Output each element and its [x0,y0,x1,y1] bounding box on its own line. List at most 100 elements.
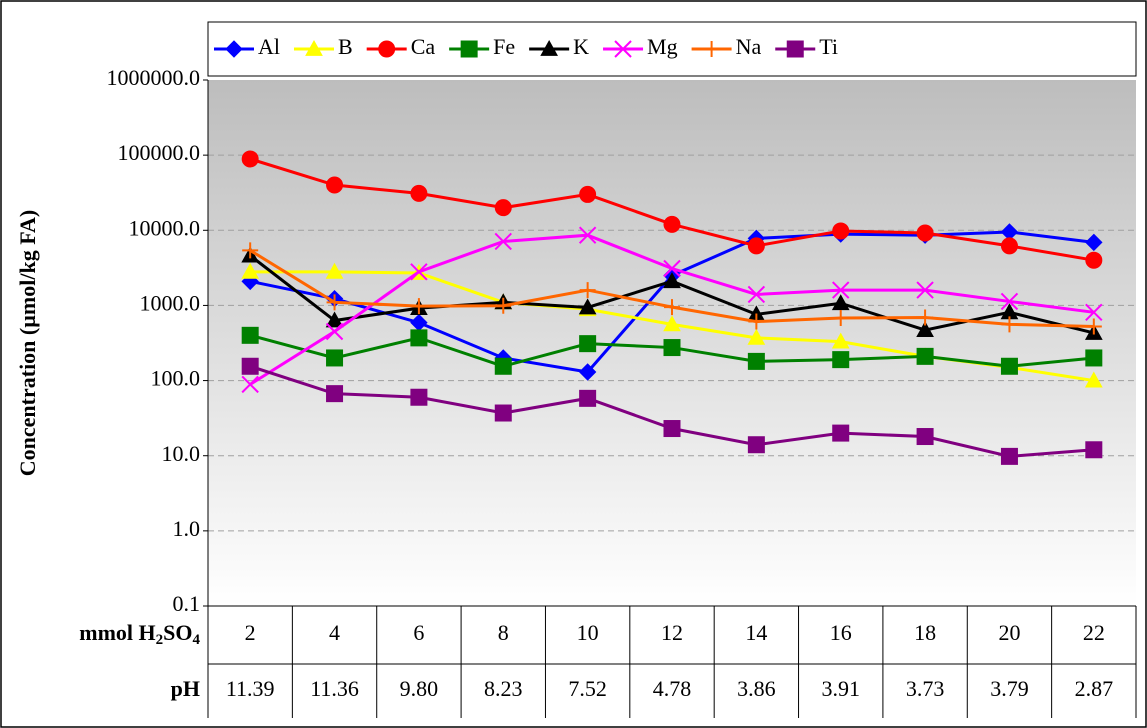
marker [916,428,934,446]
marker [917,309,934,326]
legend-box [207,21,1137,77]
legend-label: Ti [819,34,838,59]
ph-label: pH [171,676,200,701]
marker [326,294,343,311]
marker [495,297,512,314]
y-tick-label: 1000000.0 [107,65,201,90]
marker [1000,292,1019,311]
marker [325,322,344,341]
ph-value: 8.23 [484,676,523,701]
marker [326,349,344,367]
marker [325,311,344,328]
ph-value: 4.78 [653,676,692,701]
marker [1000,357,1018,375]
marker [579,389,597,407]
y-tick-label: 1.0 [173,516,201,541]
marker [747,285,766,304]
marker [241,375,259,394]
marker [305,39,323,56]
marker [832,351,850,369]
marker [831,332,850,349]
marker [325,262,344,279]
marker [663,259,681,278]
marker [663,215,681,233]
marker [225,40,243,58]
legend-label: Mg [647,34,678,59]
marker [747,436,765,454]
marker [410,329,428,347]
ph-value: 9.80 [400,676,439,701]
marker [916,321,934,337]
marker [579,335,597,353]
marker [1085,233,1103,252]
x-tick-label: 10 [577,620,599,645]
marker [916,224,934,242]
y-tick-label: 1000.0 [140,290,201,315]
legend-label: B [338,34,353,59]
marker [579,282,596,299]
x-tick-label: 6 [413,620,424,645]
marker [410,263,428,281]
marker [916,281,934,299]
x-tick-label: 2 [245,620,256,645]
y-tick-label: 0.1 [173,591,201,616]
marker [832,222,850,240]
marker [703,41,720,57]
marker [1001,316,1018,333]
legend-label: Ca [411,34,436,59]
marker [832,424,850,442]
marker [242,242,259,259]
marker [663,339,681,357]
y-tick-label: 10.0 [162,441,201,466]
marker [326,385,344,403]
x-tick-label: 12 [661,620,683,645]
marker [1085,303,1103,322]
marker [460,40,478,58]
ph-value: 2.87 [1075,676,1114,701]
legend: Al B Ca Fe K Mg Na Ti [207,21,1137,77]
x-axis-label: mmol H2SO4 [79,620,200,648]
marker [241,150,259,168]
marker [663,420,681,438]
marker [663,315,681,332]
y-axis-label: Concentration (µmol/kg FA) [15,210,40,476]
marker [1085,441,1103,459]
legend-label: K [573,34,589,59]
legend-label: Na [736,34,762,59]
x-tick-label: 22 [1083,620,1105,645]
marker [578,363,597,381]
marker [1000,237,1018,255]
y-tick-label: 100000.0 [118,140,201,165]
marker [578,226,597,244]
y-tick-label: 100.0 [151,366,201,391]
marker [832,310,849,327]
marker [494,199,512,217]
ph-value: 3.86 [737,676,776,701]
legend-label: Fe [493,34,515,59]
marker [747,237,765,255]
marker [916,347,934,365]
x-tick-label: 14 [745,620,767,645]
x-tick-label: 16 [830,620,852,645]
marker [664,299,680,316]
ph-value: 3.91 [821,676,860,701]
marker [540,39,558,56]
marker [663,272,681,289]
ph-value: 3.73 [906,676,945,701]
ph-value: 7.52 [568,676,607,701]
ph-value: 11.39 [226,676,275,701]
legend-label: Al [258,34,280,59]
marker [494,404,512,422]
marker [1084,371,1103,388]
marker [410,184,428,202]
marker [614,40,632,58]
marker [831,294,850,311]
marker [748,313,765,330]
marker [747,352,765,370]
marker [241,326,259,344]
x-tick-label: 4 [329,620,340,645]
marker [1085,349,1103,367]
ph-value: 3.79 [990,676,1029,701]
marker [1085,318,1102,335]
